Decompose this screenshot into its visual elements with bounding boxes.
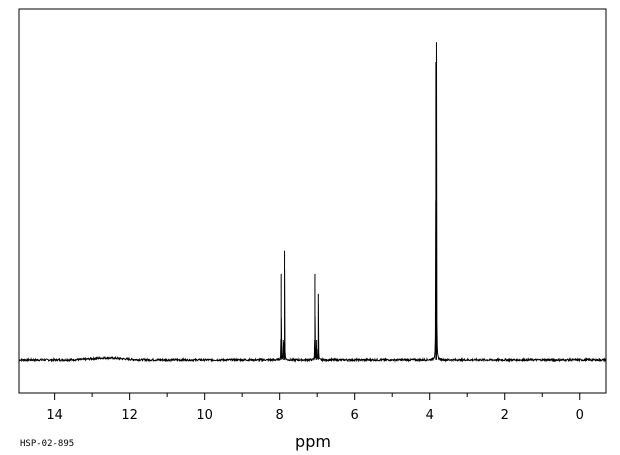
x-tick-label: 0: [576, 408, 584, 423]
x-tick-label: 8: [276, 408, 284, 423]
x-axis-title: ppm: [295, 432, 331, 451]
x-tick-label: 12: [121, 408, 138, 423]
x-tick-label: 6: [351, 408, 359, 423]
x-tick-label: 14: [46, 408, 63, 423]
x-axis-tick-labels: 14 12 10 8 6 4 2 0: [46, 408, 584, 423]
plot-frame: [18, 8, 607, 394]
x-tick-label: 4: [426, 408, 434, 423]
x-tick-label: 10: [196, 408, 213, 423]
spectrum-line: [18, 42, 607, 363]
x-axis-ticks: [54, 393, 581, 400]
sample-code: HSP-02-895: [20, 439, 74, 449]
x-tick-label: 2: [501, 408, 509, 423]
